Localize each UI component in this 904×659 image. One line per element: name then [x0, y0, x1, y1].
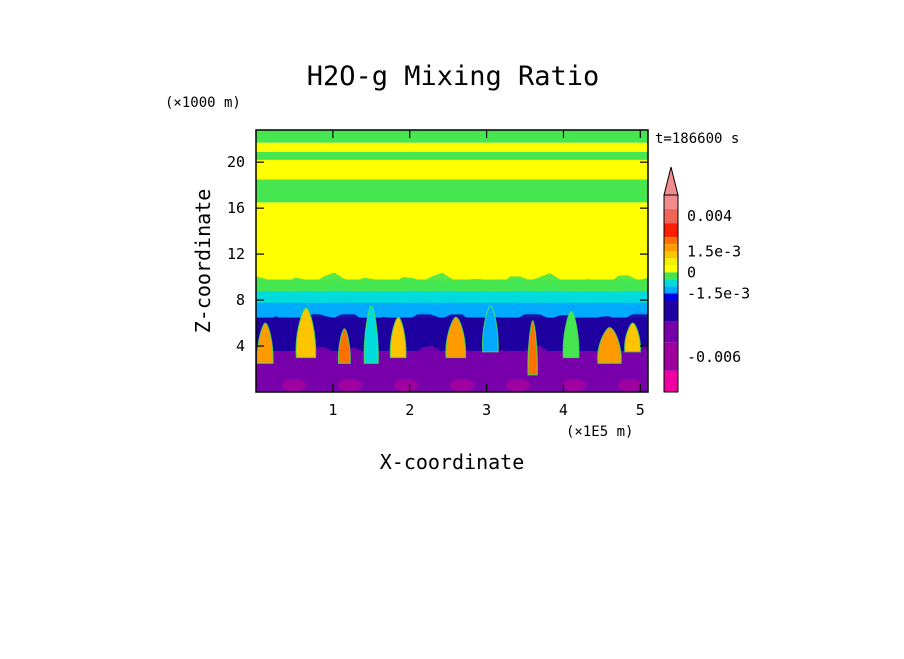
field-band: [256, 202, 648, 280]
colorbar-swatch: [664, 223, 678, 238]
ground-patch: [534, 379, 558, 392]
colorbar-swatch: [664, 258, 678, 266]
colorbar-swatch: [664, 251, 678, 259]
colorbar-swatch: [664, 342, 678, 371]
colorbar-label: -1.5e-3: [687, 285, 750, 303]
plot-frame: [255, 129, 649, 393]
field-band: [256, 159, 648, 180]
colorbar-swatch: [664, 237, 678, 245]
colorbar-extend-arrow: [663, 166, 679, 196]
ground-patch: [394, 379, 418, 392]
colorbar: 0.004 1.5e-3 0 -1.5e-3 -0.006: [663, 166, 750, 393]
plume: [296, 308, 316, 358]
field-boundary: [256, 272, 648, 292]
plume-outline: [389, 316, 407, 359]
plume-outline: [527, 320, 538, 376]
field-band: [256, 130, 648, 143]
x-axis: 1 2 3 4 5: [328, 130, 645, 419]
y-tick-label: 8: [236, 291, 245, 309]
colorbar-swatch: [664, 286, 678, 294]
x-axis-label: X-coordinate: [380, 450, 525, 474]
x-scale-label: (×1E5 m): [566, 424, 633, 440]
colorbar-swatch: [664, 293, 678, 301]
y-scale-label: (×1000 m): [165, 95, 241, 111]
plume-outline: [562, 310, 580, 359]
y-axis-label: Z-coordinate: [191, 189, 215, 334]
colorbar-swatch: [664, 265, 678, 273]
colorbar-label: 0.004: [687, 207, 732, 225]
contour-field: [256, 130, 648, 392]
colorbar-swatch: [664, 279, 678, 287]
x-tick-label: 3: [482, 401, 491, 419]
plume-outline: [445, 316, 467, 359]
plume: [445, 317, 466, 358]
timestamp-label: t=186600 s: [655, 131, 739, 147]
colorbar-swatch: [664, 195, 678, 210]
colorbar-swatch: [664, 209, 678, 224]
y-tick-label: 16: [227, 199, 245, 217]
plume-outline: [624, 322, 641, 353]
field-band: [256, 142, 648, 152]
colorbar-swatch: [664, 370, 678, 392]
x-tick-label: 2: [405, 401, 414, 419]
y-tick-label: 12: [227, 245, 245, 263]
ground-patch: [282, 379, 306, 392]
ground-patch: [256, 379, 278, 392]
ground-patch: [506, 379, 530, 392]
plume-outline: [337, 328, 351, 364]
plume: [597, 327, 622, 364]
field-band: [256, 151, 648, 160]
plume-outline: [363, 305, 379, 364]
colorbar-swatch: [664, 300, 678, 322]
colorbar-label: 0: [687, 263, 696, 281]
field-boundary: [256, 296, 648, 315]
ground-patch: [366, 379, 390, 392]
plume: [257, 323, 273, 364]
ground-patch: [590, 379, 614, 392]
plume-outline: [295, 307, 317, 359]
ground-patch: [478, 379, 502, 392]
field-boundary: [256, 310, 648, 330]
colorbar-swatch: [664, 244, 678, 252]
plume: [390, 317, 406, 358]
y-tick-label: 4: [236, 337, 245, 355]
ground-patch: [422, 379, 446, 392]
colorbar-swatch: [664, 321, 678, 343]
field-band: [256, 179, 648, 203]
ground-patch: [338, 379, 362, 392]
x-tick-label: 1: [328, 401, 337, 419]
colorbar-swatch: [664, 272, 678, 280]
ground-patch: [450, 379, 474, 392]
chart-title: H2O-g Mixing Ratio: [307, 61, 600, 92]
plume: [563, 311, 579, 358]
colorbar-label: 1.5e-3: [687, 242, 741, 260]
plume: [624, 323, 641, 352]
plume-outline: [597, 327, 622, 364]
plume-outline: [481, 305, 499, 353]
y-axis: 4 8 12 16 20: [227, 153, 648, 355]
colorbar-label: -0.006: [687, 348, 741, 366]
ground-patch: [618, 379, 642, 392]
y-tick-label: 20: [227, 153, 245, 171]
ground-patch: [562, 379, 586, 392]
x-tick-label: 5: [636, 401, 645, 419]
ground-patch: [310, 379, 334, 392]
plume-outline: [256, 322, 274, 364]
plume: [482, 305, 499, 352]
x-tick-label: 4: [559, 401, 568, 419]
